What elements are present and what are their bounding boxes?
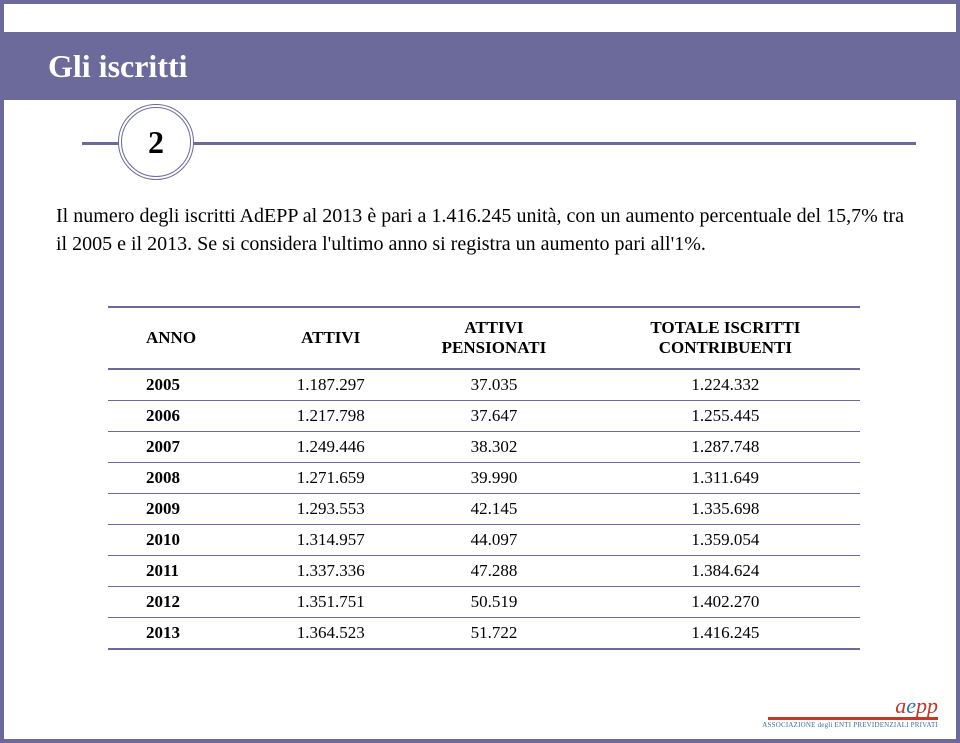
page-title: Gli iscritti bbox=[4, 48, 188, 85]
cell: 51.722 bbox=[397, 618, 591, 650]
cell: 42.145 bbox=[397, 494, 591, 525]
col-attivi-pensionati-label: ATTIVIPENSIONATI bbox=[442, 318, 547, 357]
cell-year: 2009 bbox=[108, 494, 264, 525]
cell: 1.217.798 bbox=[264, 401, 397, 432]
data-table-wrap: ANNO ATTIVI ATTIVIPENSIONATI TOTALE ISCR… bbox=[108, 306, 860, 650]
logo-underline bbox=[768, 717, 938, 720]
table-row: 2010 1.314.957 44.097 1.359.054 bbox=[108, 525, 860, 556]
cell: 37.035 bbox=[397, 369, 591, 401]
table-row: 2007 1.249.446 38.302 1.287.748 bbox=[108, 432, 860, 463]
table-row: 2013 1.364.523 51.722 1.416.245 bbox=[108, 618, 860, 650]
table-row: 2009 1.293.553 42.145 1.335.698 bbox=[108, 494, 860, 525]
divider-top bbox=[82, 142, 916, 145]
cell: 1.351.751 bbox=[264, 587, 397, 618]
cell: 1.224.332 bbox=[591, 369, 860, 401]
cell-year: 2013 bbox=[108, 618, 264, 650]
cell: 1.255.445 bbox=[591, 401, 860, 432]
logo-a: a bbox=[895, 693, 906, 718]
cell: 1.249.446 bbox=[264, 432, 397, 463]
logo-brand: aepp bbox=[895, 696, 938, 716]
header-band: Gli iscritti bbox=[4, 32, 956, 100]
logo: aepp ASSOCIAZIONE degli ENTI PREVIDENZIA… bbox=[762, 696, 938, 729]
table-header-row: ANNO ATTIVI ATTIVIPENSIONATI TOTALE ISCR… bbox=[108, 307, 860, 369]
cell: 1.335.698 bbox=[591, 494, 860, 525]
cell-year: 2007 bbox=[108, 432, 264, 463]
logo-e: e bbox=[906, 693, 916, 718]
cell: 1.287.748 bbox=[591, 432, 860, 463]
body-paragraph: Il numero degli iscritti AdEPP al 2013 è… bbox=[56, 202, 904, 258]
cell-year: 2012 bbox=[108, 587, 264, 618]
section-badge: 2 bbox=[118, 104, 194, 180]
cell-year: 2005 bbox=[108, 369, 264, 401]
cell: 1.187.297 bbox=[264, 369, 397, 401]
col-attivi: ATTIVI bbox=[264, 307, 397, 369]
slide: Gli iscritti 2 Il numero degli iscritti … bbox=[0, 0, 960, 743]
cell: 1.311.649 bbox=[591, 463, 860, 494]
table-row: 2008 1.271.659 39.990 1.311.649 bbox=[108, 463, 860, 494]
table-row: 2012 1.351.751 50.519 1.402.270 bbox=[108, 587, 860, 618]
col-totale: TOTALE ISCRITTICONTRIBUENTI bbox=[591, 307, 860, 369]
cell: 1.384.624 bbox=[591, 556, 860, 587]
cell-year: 2010 bbox=[108, 525, 264, 556]
cell: 38.302 bbox=[397, 432, 591, 463]
col-attivi-pensionati: ATTIVIPENSIONATI bbox=[397, 307, 591, 369]
cell: 1.416.245 bbox=[591, 618, 860, 650]
cell-year: 2006 bbox=[108, 401, 264, 432]
logo-pp: pp bbox=[916, 693, 938, 718]
cell: 39.990 bbox=[397, 463, 591, 494]
cell: 50.519 bbox=[397, 587, 591, 618]
logo-sub: ASSOCIAZIONE degli ENTI PREVIDENZIALI PR… bbox=[762, 721, 938, 729]
table-row: 2005 1.187.297 37.035 1.224.332 bbox=[108, 369, 860, 401]
cell: 1.337.336 bbox=[264, 556, 397, 587]
cell: 1.271.659 bbox=[264, 463, 397, 494]
cell: 1.293.553 bbox=[264, 494, 397, 525]
cell: 44.097 bbox=[397, 525, 591, 556]
cell: 47.288 bbox=[397, 556, 591, 587]
cell: 1.359.054 bbox=[591, 525, 860, 556]
cell-year: 2011 bbox=[108, 556, 264, 587]
cell: 1.402.270 bbox=[591, 587, 860, 618]
table-body: 2005 1.187.297 37.035 1.224.332 2006 1.2… bbox=[108, 369, 860, 649]
table-row: 2011 1.337.336 47.288 1.384.624 bbox=[108, 556, 860, 587]
section-number: 2 bbox=[148, 124, 164, 161]
cell: 1.314.957 bbox=[264, 525, 397, 556]
col-totale-label: TOTALE ISCRITTICONTRIBUENTI bbox=[650, 318, 800, 357]
table-row: 2006 1.217.798 37.647 1.255.445 bbox=[108, 401, 860, 432]
cell: 1.364.523 bbox=[264, 618, 397, 650]
data-table: ANNO ATTIVI ATTIVIPENSIONATI TOTALE ISCR… bbox=[108, 306, 860, 650]
cell: 37.647 bbox=[397, 401, 591, 432]
col-anno: ANNO bbox=[108, 307, 264, 369]
cell-year: 2008 bbox=[108, 463, 264, 494]
